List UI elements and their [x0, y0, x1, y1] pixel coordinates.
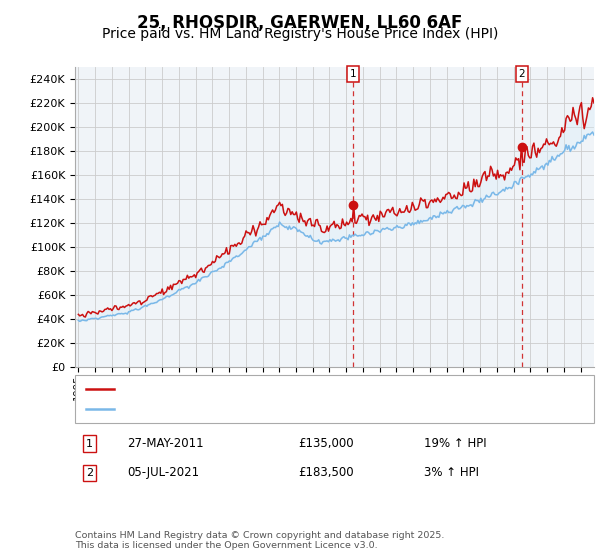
Text: Contains HM Land Registry data © Crown copyright and database right 2025.
This d: Contains HM Land Registry data © Crown c… [75, 530, 445, 550]
Text: Price paid vs. HM Land Registry's House Price Index (HPI): Price paid vs. HM Land Registry's House … [102, 27, 498, 41]
Text: 2: 2 [86, 468, 93, 478]
Text: 1: 1 [350, 69, 356, 80]
Text: 1: 1 [86, 438, 93, 449]
Text: HPI: Average price, semi-detached house, Isle of Anglesey: HPI: Average price, semi-detached house,… [119, 403, 463, 416]
Text: 25, RHOSDIR, GAERWEN, LL60 6AF: 25, RHOSDIR, GAERWEN, LL60 6AF [137, 14, 463, 32]
Text: 2: 2 [518, 69, 526, 80]
Text: 3% ↑ HPI: 3% ↑ HPI [424, 466, 479, 479]
Text: £135,000: £135,000 [298, 437, 354, 450]
Text: £183,500: £183,500 [298, 466, 354, 479]
Text: 19% ↑ HPI: 19% ↑ HPI [424, 437, 487, 450]
Text: 27-MAY-2011: 27-MAY-2011 [127, 437, 204, 450]
Text: 25, RHOSDIR, GAERWEN, LL60 6AF (semi-detached house): 25, RHOSDIR, GAERWEN, LL60 6AF (semi-det… [119, 382, 464, 395]
Text: 05-JUL-2021: 05-JUL-2021 [127, 466, 199, 479]
